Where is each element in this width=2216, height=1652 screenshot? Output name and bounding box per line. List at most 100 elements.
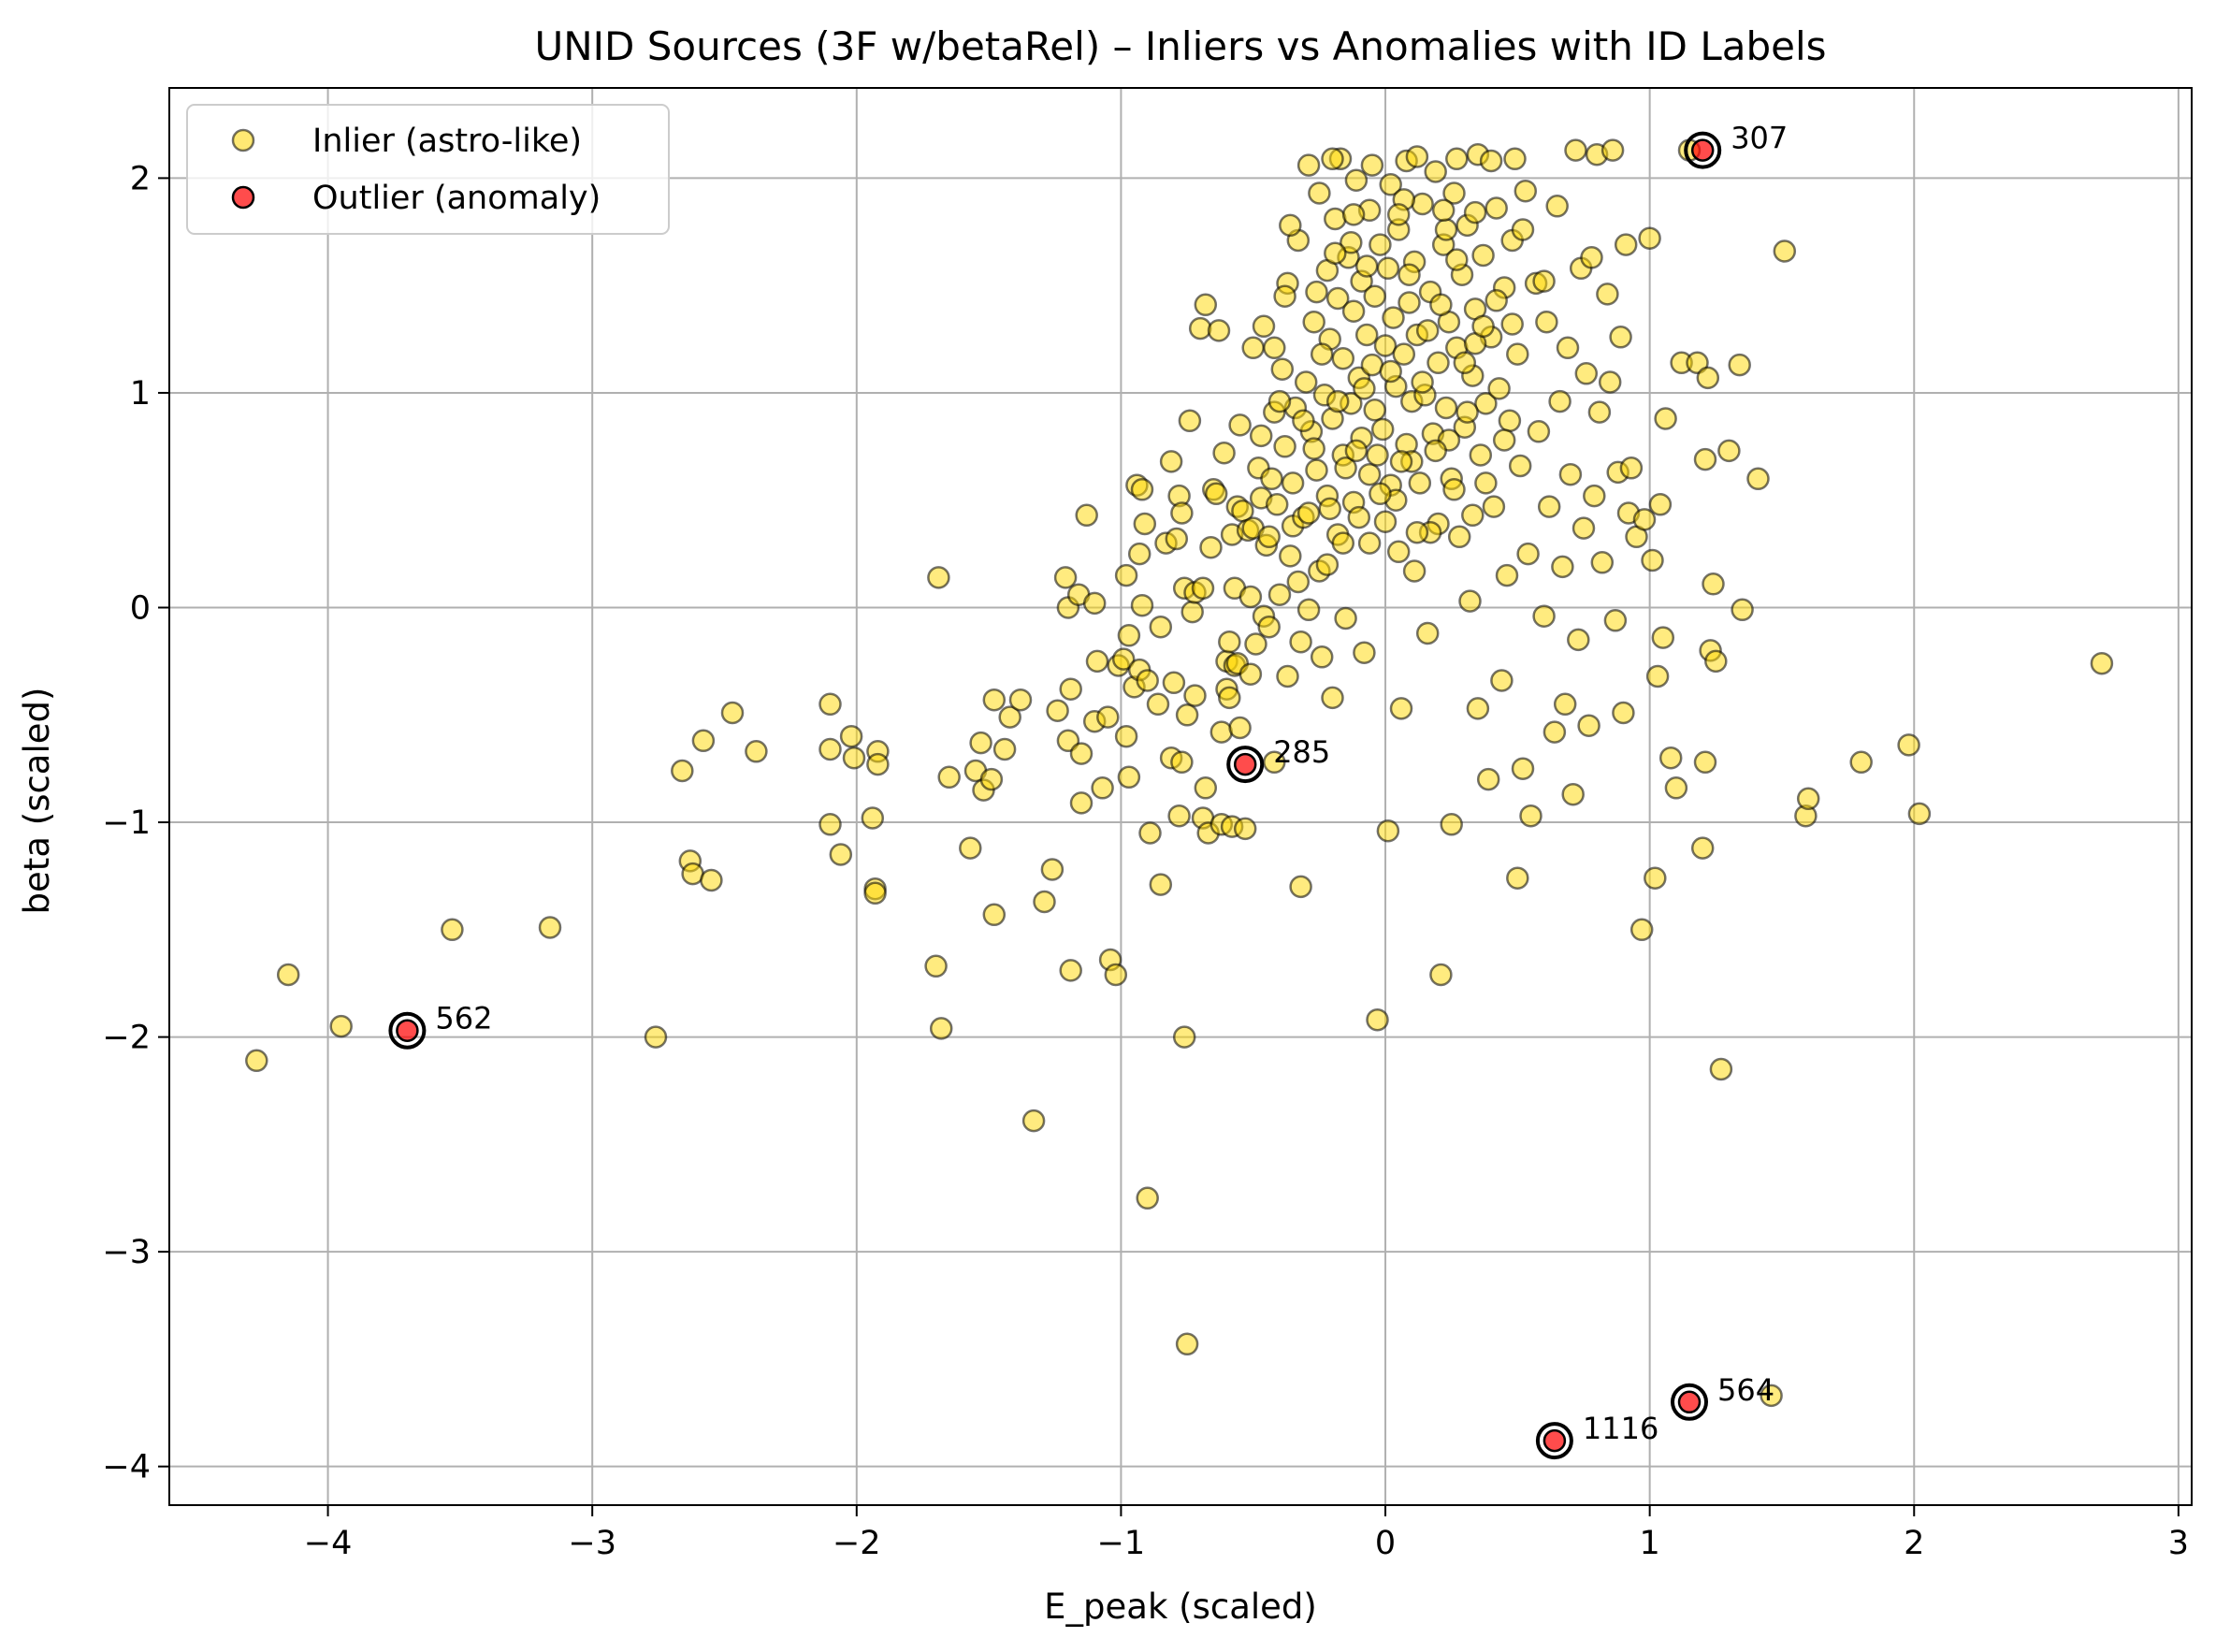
inlier-point xyxy=(1558,462,1583,486)
inlier-point xyxy=(1506,342,1529,366)
inlier-point xyxy=(1463,200,1487,225)
inlier-point xyxy=(1453,351,1477,375)
inlier-point xyxy=(1273,435,1296,458)
inlier-point xyxy=(1091,776,1114,800)
inlier-point xyxy=(1693,447,1717,471)
inlier-point xyxy=(1519,804,1543,828)
grid xyxy=(169,88,2192,1505)
inlier-point xyxy=(1447,525,1471,549)
axis-ticks: −4 −3 −2 −1 0 1 2 3 −4 −3 −2 −1 0 1 2 xyxy=(102,160,2189,1562)
inlier-point xyxy=(1693,750,1717,775)
outlier-point xyxy=(1677,1390,1702,1414)
inlier-point xyxy=(1305,280,1328,304)
inlier-point xyxy=(1321,147,1344,171)
outlier-series xyxy=(388,131,1722,1460)
inlier-point xyxy=(1598,370,1622,394)
inlier-point xyxy=(1386,540,1411,564)
x-tick-label: −4 xyxy=(304,1525,353,1562)
inlier-point xyxy=(1310,342,1334,366)
inlier-point xyxy=(1218,686,1241,710)
inlier-point xyxy=(1379,359,1402,384)
inlier-point xyxy=(245,1049,268,1073)
inlier-point xyxy=(1651,626,1675,649)
inlier-point xyxy=(1305,458,1328,482)
inlier-point xyxy=(1500,312,1524,336)
inlier-point xyxy=(1369,233,1392,256)
inlier-point xyxy=(1532,269,1556,293)
inlier-point xyxy=(1069,791,1094,815)
inlier-point xyxy=(1263,750,1286,775)
inlier-point xyxy=(1704,649,1728,674)
inlier-point xyxy=(1376,256,1400,281)
y-tick-label: −1 xyxy=(102,804,151,842)
inlier-point xyxy=(1175,703,1199,727)
inlier-point xyxy=(644,1025,668,1049)
inlier-point xyxy=(1487,377,1511,400)
inlier-point xyxy=(1308,181,1331,205)
inlier-point xyxy=(1334,456,1357,480)
inlier-point xyxy=(1276,664,1299,688)
inlier-point xyxy=(1366,1007,1389,1032)
inlier-point xyxy=(1427,351,1450,375)
inlier-point xyxy=(1267,389,1292,413)
inlier-point xyxy=(1344,168,1369,192)
id-annotations: 562 285 307 564 1116 xyxy=(435,121,1788,1446)
inlier-point xyxy=(1178,409,1202,433)
inlier-point xyxy=(1357,531,1382,555)
inlier-point xyxy=(1138,821,1162,845)
inlier-point xyxy=(1548,389,1571,413)
inlier-point xyxy=(1709,1057,1733,1081)
inlier-point xyxy=(1281,471,1305,495)
legend-label-inlier: Inlier (astro-like) xyxy=(312,123,582,160)
outlier-point xyxy=(1690,138,1715,162)
inlier-point xyxy=(1644,866,1667,890)
inlier-point xyxy=(1165,527,1189,551)
inlier-point xyxy=(1702,572,1725,596)
inlier-point xyxy=(1130,593,1154,617)
inlier-point xyxy=(1471,243,1495,268)
inlier-point xyxy=(1561,782,1585,806)
inlier-point xyxy=(1641,548,1664,572)
inlier-point xyxy=(1344,439,1369,463)
inlier-point xyxy=(1233,817,1257,841)
inlier-point xyxy=(1136,1186,1159,1210)
inlier-point xyxy=(1405,145,1429,168)
inlier-point xyxy=(1270,357,1295,381)
inlier-point xyxy=(1324,207,1347,231)
inlier-point xyxy=(1263,336,1286,360)
inlier-point xyxy=(1296,501,1321,525)
inlier-point xyxy=(1331,346,1355,370)
inlier-point xyxy=(1587,400,1612,424)
y-tick-label: 2 xyxy=(130,160,151,197)
inlier-point xyxy=(1334,606,1357,630)
inlier-point xyxy=(1310,645,1334,669)
inlier-point xyxy=(1267,583,1292,606)
inlier-point xyxy=(1149,873,1173,896)
outlier-id-label: 1116 xyxy=(1583,1411,1658,1446)
inlier-point xyxy=(982,688,1007,712)
inlier-point xyxy=(842,746,866,770)
inlier-point xyxy=(1411,192,1434,216)
inlier-point xyxy=(1514,179,1538,203)
inlier-point xyxy=(1191,576,1215,601)
inlier-point xyxy=(1370,417,1395,442)
inlier-point xyxy=(1445,248,1469,271)
inlier-point xyxy=(1897,733,1920,757)
y-tick-label: 1 xyxy=(130,375,151,413)
inlier-point xyxy=(1629,918,1654,942)
inlier-point xyxy=(1075,503,1098,528)
inlier-point xyxy=(1209,720,1234,744)
inlier-point xyxy=(1257,525,1281,549)
inlier-point xyxy=(1442,181,1466,205)
outlier-id-label: 562 xyxy=(435,1001,492,1036)
inlier-point xyxy=(1302,310,1325,334)
inlier-point xyxy=(924,954,948,978)
inlier-point xyxy=(1294,370,1318,394)
inlier-point xyxy=(1040,858,1065,881)
inlier-point xyxy=(1658,746,1683,770)
inlier-point xyxy=(1466,697,1490,720)
x-axis-label: E_peak (scaled) xyxy=(1044,1587,1317,1627)
inlier-point xyxy=(1398,291,1421,314)
inlier-point xyxy=(538,916,562,939)
